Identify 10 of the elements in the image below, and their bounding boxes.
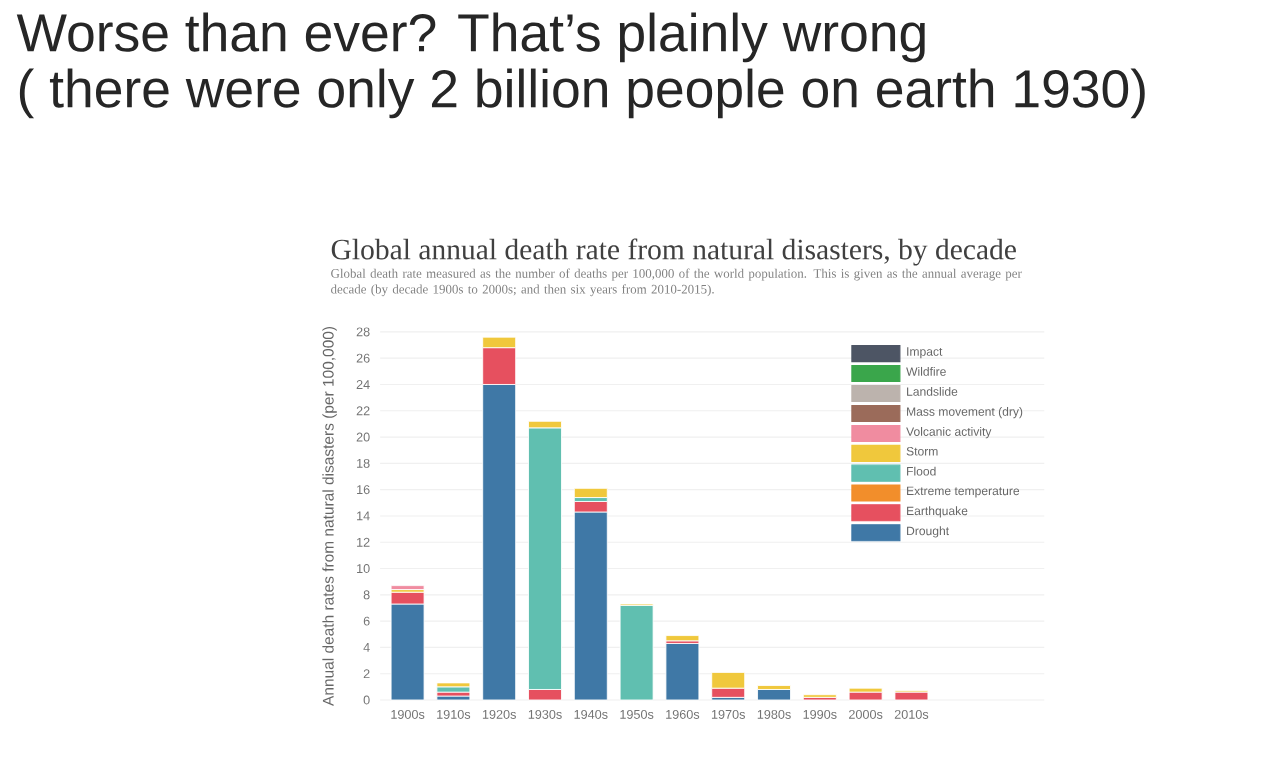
bar xyxy=(436,686,471,693)
bar xyxy=(757,689,791,701)
text: ( there were only 2 billion people on earth 1930) xyxy=(19,68,1145,119)
bar xyxy=(573,487,608,498)
chart-title: Global annual death rate from natural disasters, by decade xyxy=(331,238,1016,266)
bar xyxy=(619,604,654,701)
text: Worse than ever? That’s plainly wrong xyxy=(16,12,925,63)
bar xyxy=(848,691,883,701)
bar xyxy=(665,643,700,701)
bar xyxy=(894,691,929,701)
